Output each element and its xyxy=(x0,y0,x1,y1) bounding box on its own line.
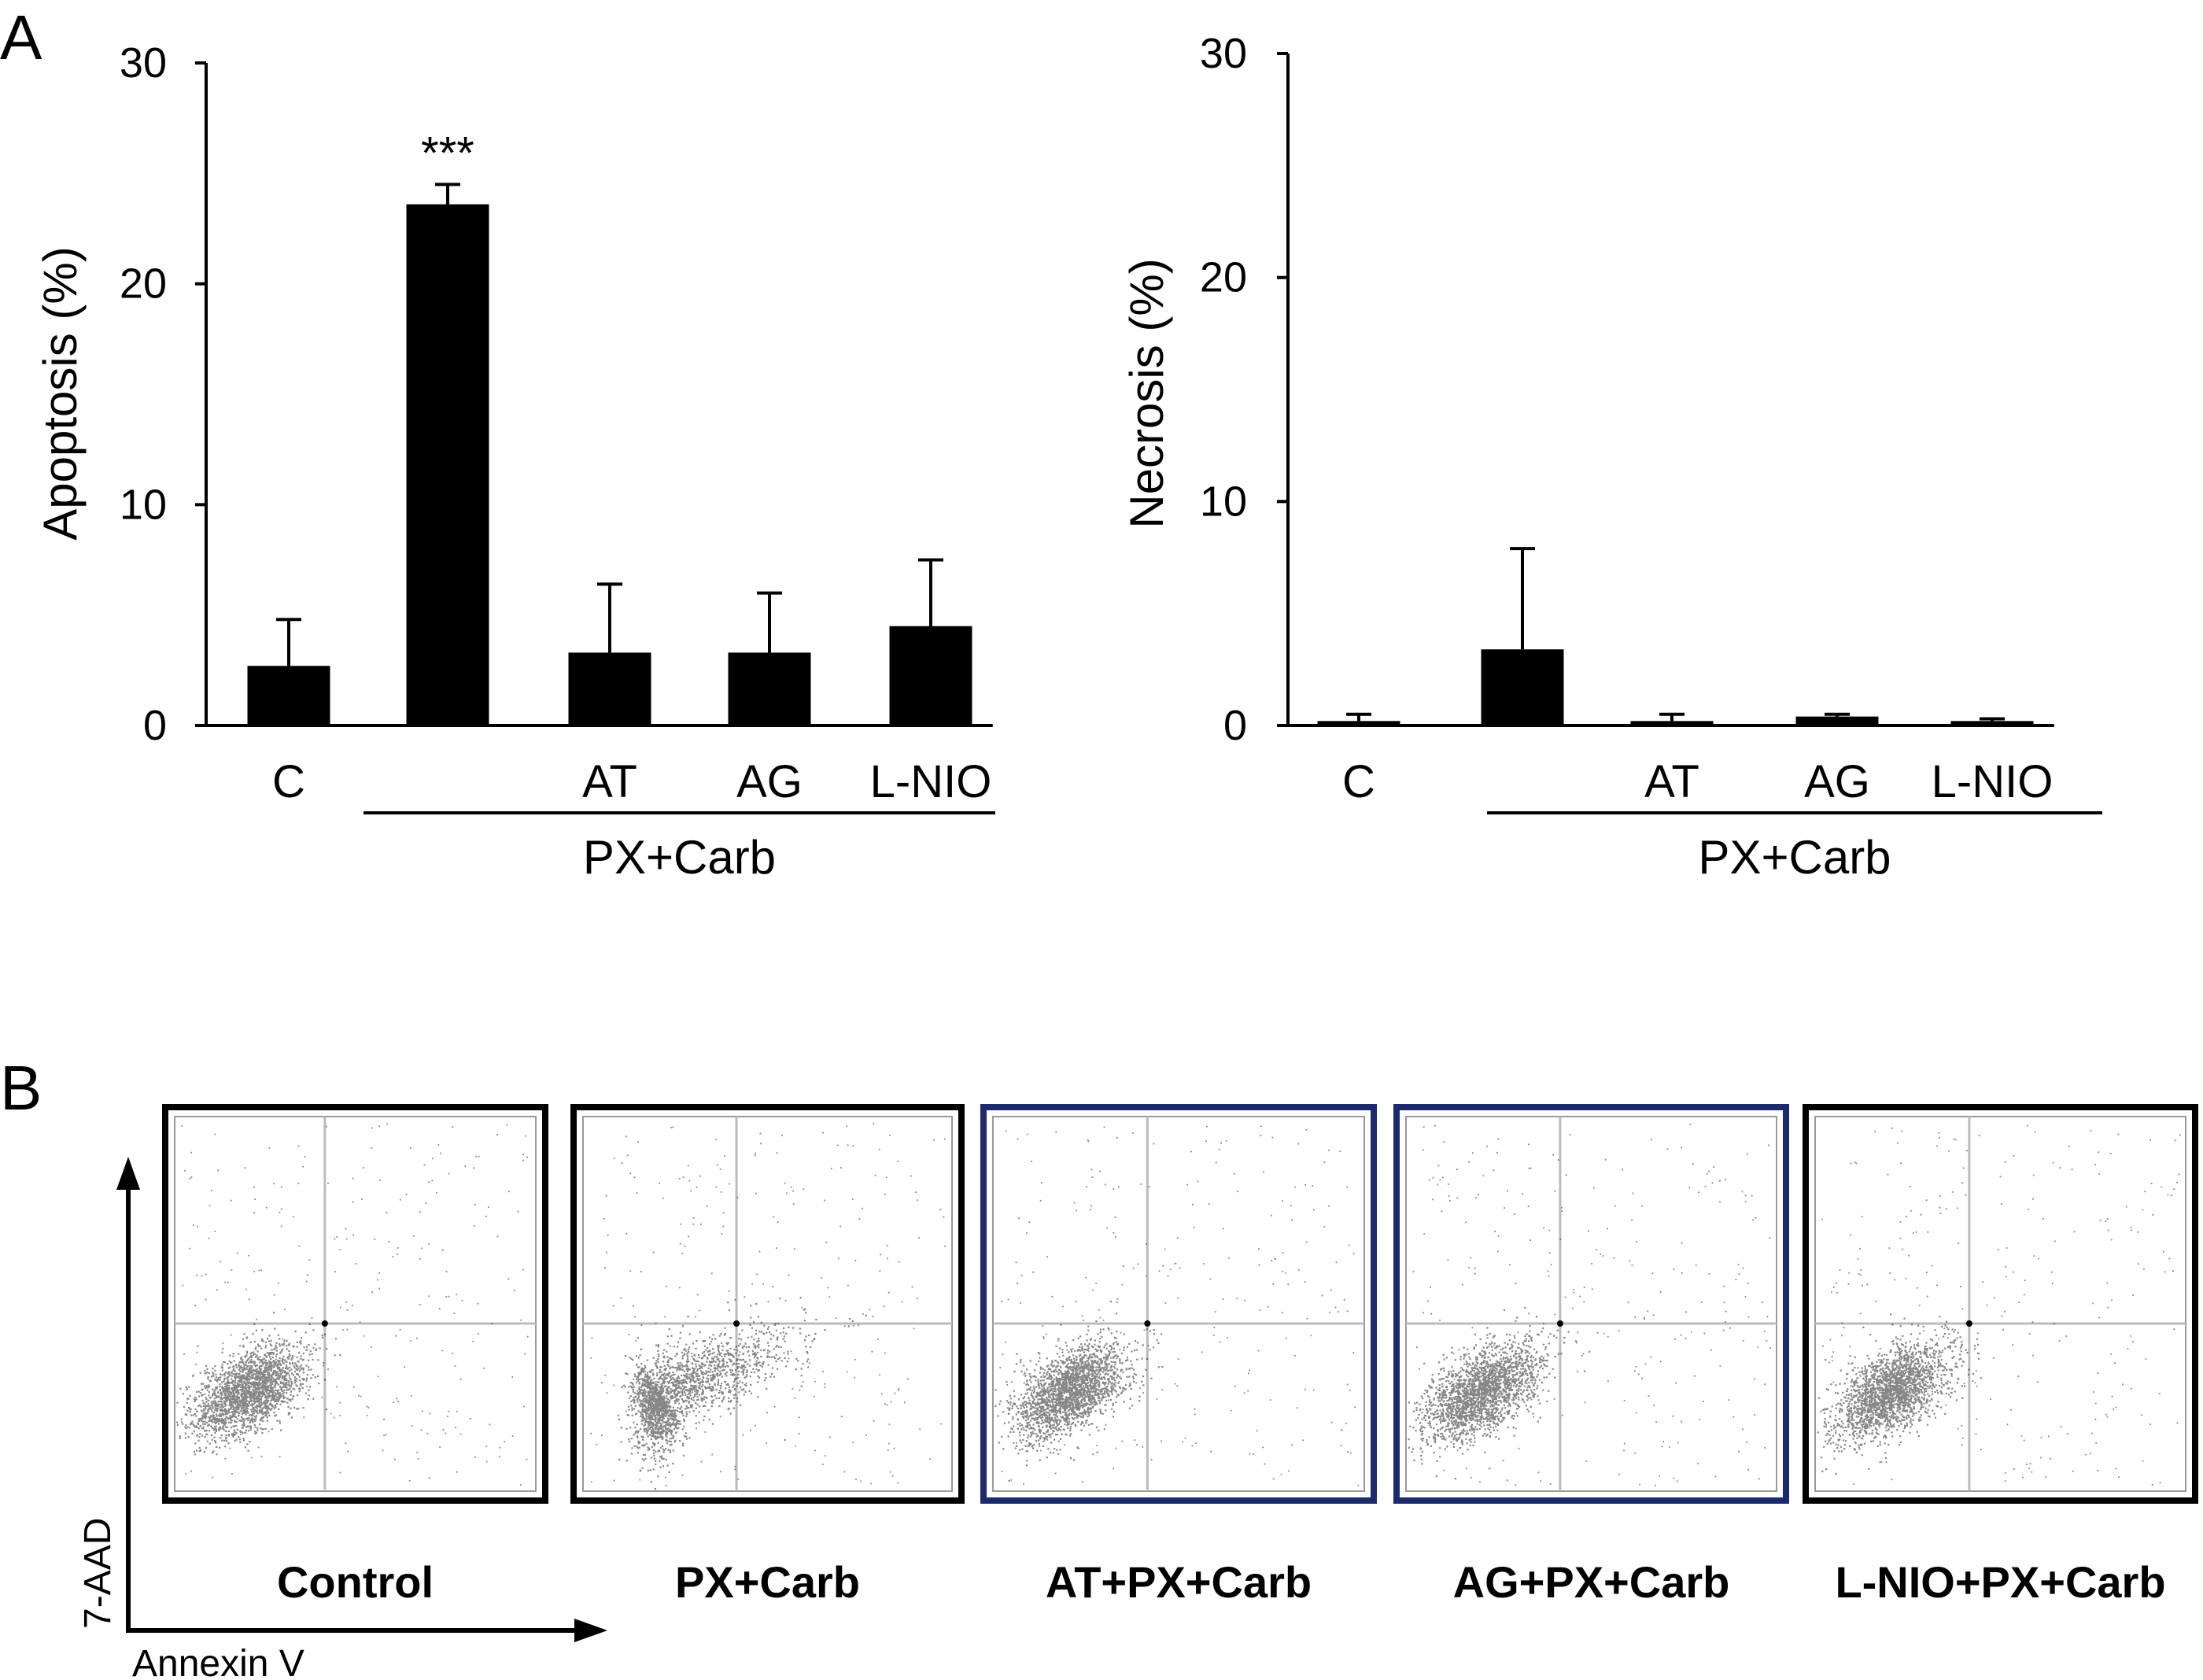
y-tick-label: 10 xyxy=(1200,478,1247,525)
scatter-points xyxy=(1408,1124,1771,1486)
bar xyxy=(1317,721,1400,726)
y-tick-label: 20 xyxy=(120,260,167,308)
flow-plot-title: PX+Carb xyxy=(675,1557,860,1607)
bar xyxy=(1630,721,1714,726)
y-axis-label: Necrosis (%) xyxy=(1120,258,1173,528)
y-axis-label: Apoptosis (%) xyxy=(34,246,87,540)
flow-plot-title: L-NIO+PX+Carb xyxy=(1835,1557,2165,1607)
bar xyxy=(728,652,811,726)
category-label: L-NIO xyxy=(1932,756,2054,807)
x-axis-label: Annexin V xyxy=(132,1643,304,1680)
flow-plot: AT+PX+Carb xyxy=(980,1104,1377,1607)
y-tick-label: 10 xyxy=(120,481,167,528)
bar xyxy=(1481,649,1564,726)
quadrant-center xyxy=(1556,1320,1563,1327)
category-label: AG xyxy=(1804,756,1870,807)
panel-b-label: B xyxy=(0,1053,42,1123)
flow-plot: AG+PX+Carb xyxy=(1393,1104,1789,1607)
scatter-points xyxy=(176,1123,529,1486)
bar xyxy=(1795,716,1879,726)
plot-inner-frame xyxy=(1814,1116,2186,1492)
apoptosis-chart: 0 10 20 30 Apoptosis (%) C AT AG L-NIO *** PX+Carb xyxy=(34,39,995,884)
flow-plot-title: AG+PX+Carb xyxy=(1453,1557,1730,1607)
flow-plot: Control xyxy=(162,1104,548,1607)
panel-a-label: A xyxy=(0,2,42,72)
plot-frame xyxy=(162,1104,548,1504)
bar xyxy=(247,666,330,726)
plot-inner-frame xyxy=(992,1116,1365,1492)
plot-frame xyxy=(1393,1104,1789,1504)
quadrant-center xyxy=(1965,1320,1972,1327)
y-tick-label: 30 xyxy=(120,39,167,87)
significance-annotation: *** xyxy=(421,127,474,179)
y-tick-label: 0 xyxy=(1223,702,1247,749)
flow-plot-title: Control xyxy=(277,1557,434,1607)
group-label: PX+Carb xyxy=(583,831,776,884)
necrosis-chart: 0 10 20 30 Necrosis (%) C AT AG L-NIO PX+Carb xyxy=(1120,30,2102,884)
bar xyxy=(406,204,489,726)
plot-inner-frame xyxy=(582,1116,953,1492)
quadrant-center xyxy=(321,1320,328,1327)
plot-frame xyxy=(980,1104,1377,1504)
quadrant-center xyxy=(733,1320,740,1327)
category-label: L-NIO xyxy=(870,756,992,807)
flow-axes: 7-AAD Annexin V xyxy=(77,1157,607,1680)
group-label: PX+Carb xyxy=(1698,831,1891,884)
plot-inner-frame xyxy=(1405,1116,1777,1492)
y-tick-label: 20 xyxy=(1200,254,1247,301)
bar xyxy=(1950,721,2034,726)
flow-plot: L-NIO+PX+Carb xyxy=(1803,1104,2198,1607)
category-label: C xyxy=(1342,756,1375,807)
category-label: AT xyxy=(582,756,637,807)
scatter-points xyxy=(994,1125,1360,1486)
bar xyxy=(568,652,651,726)
flow-plot: PX+Carb xyxy=(570,1104,965,1607)
bar xyxy=(889,626,972,726)
plot-frame xyxy=(1803,1104,2198,1504)
y-tick-label: 0 xyxy=(143,702,167,749)
plot-inner-frame xyxy=(174,1116,537,1492)
category-label: AT xyxy=(1644,756,1699,807)
flow-plots: Control PX+Carb AT+PX+Carb AG+PX+Carb L-NIO+… xyxy=(162,1104,2198,1607)
scatter-points xyxy=(1817,1124,2181,1486)
flow-plot-title: AT+PX+Carb xyxy=(1046,1557,1312,1607)
quadrant-center xyxy=(1144,1320,1151,1327)
category-label: AG xyxy=(736,756,803,807)
y-axis-label: 7-AAD xyxy=(77,1518,119,1629)
y-axis-arrowhead xyxy=(116,1157,140,1190)
x-axis-arrowhead xyxy=(574,1619,607,1642)
category-label: C xyxy=(272,756,305,807)
plot-frame xyxy=(570,1104,965,1504)
y-tick-label: 30 xyxy=(1200,30,1247,77)
